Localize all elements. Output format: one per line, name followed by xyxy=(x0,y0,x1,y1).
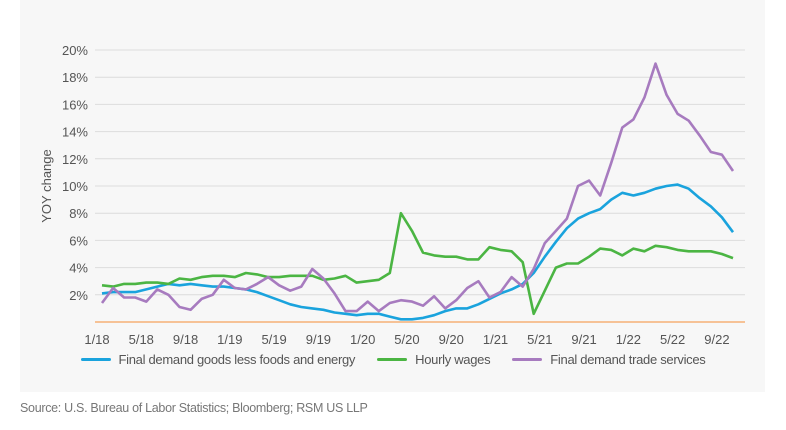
y-tick-label: 12% xyxy=(62,152,88,167)
y-tick-label: 20% xyxy=(62,43,88,58)
legend-swatch xyxy=(377,358,408,361)
x-tick-label: 9/22 xyxy=(704,332,729,347)
series-line-0 xyxy=(101,183,735,321)
x-tick-label: 9/20 xyxy=(439,332,464,347)
x-tick-label: 1/18 xyxy=(84,332,109,347)
x-tick-label: 9/19 xyxy=(306,332,331,347)
line-chart: 2% 4% 6% 8% 10% 12% 14% 16% 18% 20% 1/18 5/18 9/18 1… xyxy=(39,43,745,347)
legend-swatch xyxy=(80,358,111,361)
x-tick-label: 9/18 xyxy=(173,332,198,347)
x-tick-label: 1/21 xyxy=(483,332,508,347)
y-tick-label: 10% xyxy=(62,179,88,194)
legend-label: Final demand goods less foods and energy xyxy=(118,352,356,367)
y-tick-label: 6% xyxy=(69,233,88,248)
series-line-1 xyxy=(101,211,734,316)
series-line-2 xyxy=(100,62,735,313)
legend-item: Hourly wages xyxy=(377,352,491,367)
x-tick-label: 5/19 xyxy=(261,332,286,347)
legend: Final demand goods less foods and energy… xyxy=(0,352,786,367)
y-tick-label: 16% xyxy=(62,97,88,112)
x-tick-label: 5/20 xyxy=(394,332,419,347)
y-tick-label: 2% xyxy=(69,288,88,303)
x-tick-label: 1/20 xyxy=(350,332,375,347)
x-tick-label: 1/19 xyxy=(217,332,242,347)
y-tick-label: 4% xyxy=(69,261,88,276)
legend-item: Final demand trade services xyxy=(512,352,706,367)
y-tick-label: 14% xyxy=(62,125,88,140)
legend-swatch xyxy=(512,358,543,361)
y-axis-title: YOY change xyxy=(39,149,54,222)
x-tick-label: 9/21 xyxy=(571,332,596,347)
x-tick-label: 5/22 xyxy=(660,332,685,347)
source-note: Source: U.S. Bureau of Labor Statistics;… xyxy=(20,401,368,415)
legend-label: Final demand trade services xyxy=(550,352,706,367)
y-tick-label: 8% xyxy=(69,206,88,221)
x-tick-label: 1/22 xyxy=(616,332,641,347)
x-tick-label: 5/21 xyxy=(527,332,552,347)
x-tick-label: 5/18 xyxy=(129,332,154,347)
legend-label: Hourly wages xyxy=(415,352,491,367)
y-tick-label: 18% xyxy=(62,70,88,85)
legend-item: Final demand goods less foods and energy xyxy=(80,352,356,367)
chart-panel xyxy=(20,0,765,392)
